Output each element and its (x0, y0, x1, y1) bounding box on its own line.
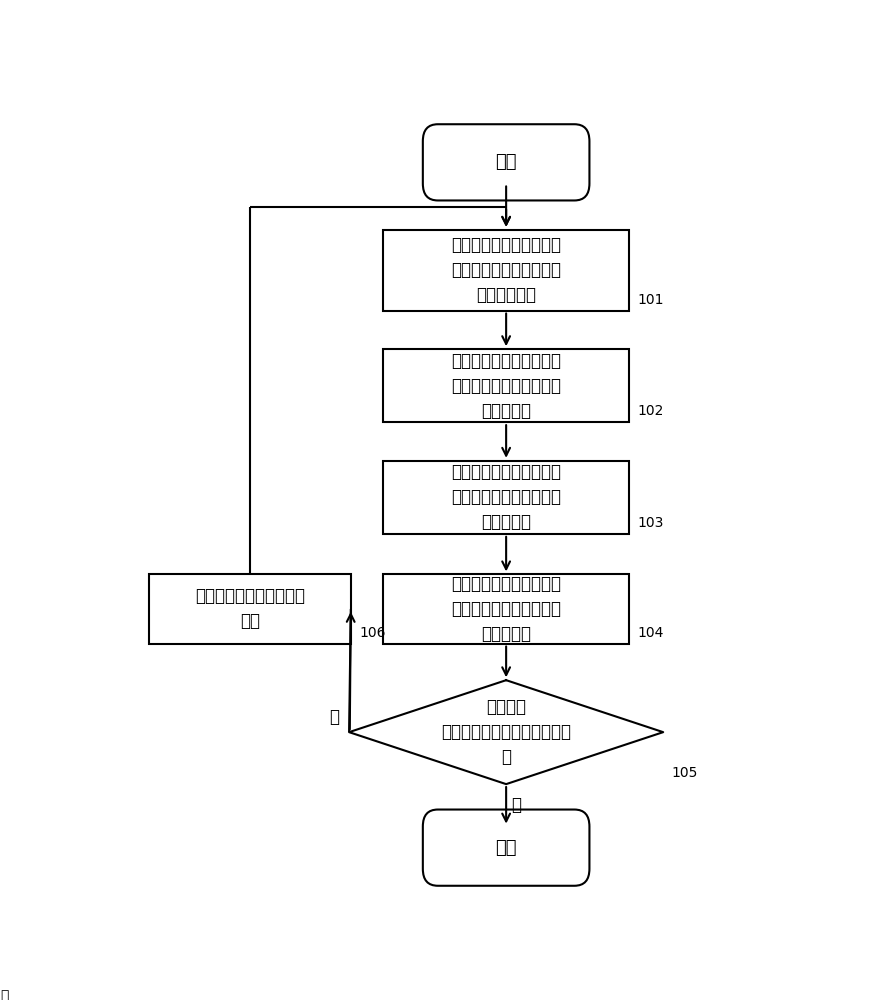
Text: 104: 104 (637, 626, 663, 640)
Text: 否: 否 (329, 708, 339, 726)
Text: 105: 105 (671, 766, 698, 780)
FancyBboxPatch shape (423, 124, 589, 200)
Text: 是: 是 (511, 796, 522, 814)
Text: 101: 101 (637, 293, 663, 307)
Text: 是否完成
总装配图中所需三维模型的装
配: 是否完成 总装配图中所需三维模型的装 配 (441, 698, 571, 766)
Text: 103: 103 (637, 516, 663, 530)
Text: 将选择的三维模型的尺寸
，调整为与输入的参数相
一致的尺寸: 将选择的三维模型的尺寸 ，调整为与输入的参数相 一致的尺寸 (451, 463, 561, 531)
Bar (150, 574, 351, 644)
Text: 结束: 结束 (495, 839, 517, 857)
FancyBboxPatch shape (423, 810, 589, 886)
Text: 测: 测 (0, 989, 9, 1000)
Text: 106: 106 (359, 626, 386, 640)
Bar (383, 349, 629, 422)
Bar (383, 574, 629, 644)
Text: 将模型数据库提供给用户
，供用户在模型数据库中
选择三维模型: 将模型数据库提供给用户 ，供用户在模型数据库中 选择三维模型 (451, 236, 561, 304)
Text: 开始: 开始 (495, 153, 517, 171)
Text: 确定下一个欲装配的三维
模型: 确定下一个欲装配的三维 模型 (195, 587, 305, 630)
Text: 通过人机交互界面接收用
户针对所选择的三维模型
输入的参数: 通过人机交互界面接收用 户针对所选择的三维模型 输入的参数 (451, 352, 561, 420)
Polygon shape (349, 680, 663, 784)
Text: 102: 102 (637, 404, 663, 418)
Text: 将尺寸调整后的三维模型
安装到总装配图中，并刷
新总装配图: 将尺寸调整后的三维模型 安装到总装配图中，并刷 新总装配图 (451, 575, 561, 643)
Bar (383, 461, 629, 534)
Bar (383, 230, 629, 311)
